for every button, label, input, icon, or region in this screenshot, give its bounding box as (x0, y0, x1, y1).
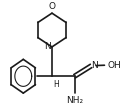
Text: N: N (44, 42, 50, 51)
Text: N: N (91, 61, 98, 70)
Text: O: O (48, 2, 55, 11)
Text: NH₂: NH₂ (66, 96, 83, 105)
Text: H: H (53, 80, 59, 89)
Text: OH: OH (108, 61, 122, 70)
